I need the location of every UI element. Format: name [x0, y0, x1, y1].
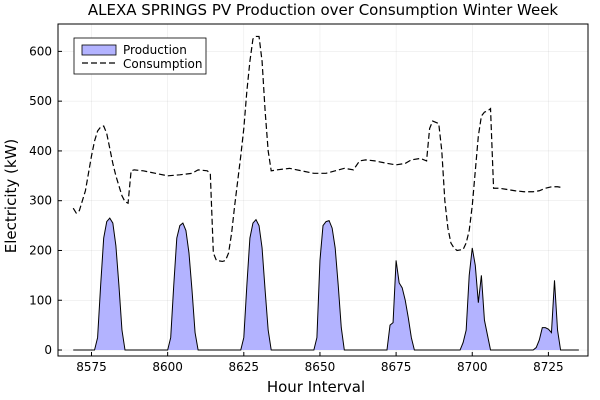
consumption-path	[72, 35, 561, 263]
y-tick-label: 500	[29, 94, 52, 108]
x-tick-label: 8575	[76, 360, 107, 374]
y-tick-label: 400	[29, 144, 52, 158]
x-ticks: 8575 8600 8625 8650 8675 8700 8725	[76, 352, 564, 374]
x-axis-label: Hour Interval	[267, 378, 365, 396]
production-outline	[73, 217, 579, 351]
legend-label-production: Production	[123, 43, 187, 57]
y-axis-label: Electricity (kW)	[2, 139, 20, 254]
x-tick-label: 8600	[152, 360, 183, 374]
x-tick-label: 8675	[381, 360, 412, 374]
y-tick-label: 600	[29, 44, 52, 58]
x-tick-label: 8625	[229, 360, 260, 374]
x-tick-label: 8700	[457, 360, 488, 374]
production-fill	[73, 218, 579, 351]
grid	[58, 24, 588, 356]
x-tick-label: 8650	[305, 360, 336, 374]
y-tick-label: 200	[29, 243, 52, 257]
chart-title: ALEXA SPRINGS PV Production over Consump…	[88, 1, 559, 19]
legend-swatch-production	[81, 44, 117, 56]
y-tick-label: 300	[29, 194, 52, 208]
y-tick-label: 0	[44, 343, 52, 357]
y-tick-label: 100	[29, 293, 52, 307]
y-ticks: 0 100 200 300 400 500 600	[29, 44, 62, 357]
x-tick-label: 8725	[533, 360, 564, 374]
consumption-line	[72, 35, 561, 263]
plot-frame	[57, 23, 589, 357]
legend-label-consumption: Consumption	[123, 57, 202, 71]
legend: Production Consumption	[73, 37, 207, 75]
production-area	[73, 217, 579, 351]
legend-box	[73, 37, 207, 75]
